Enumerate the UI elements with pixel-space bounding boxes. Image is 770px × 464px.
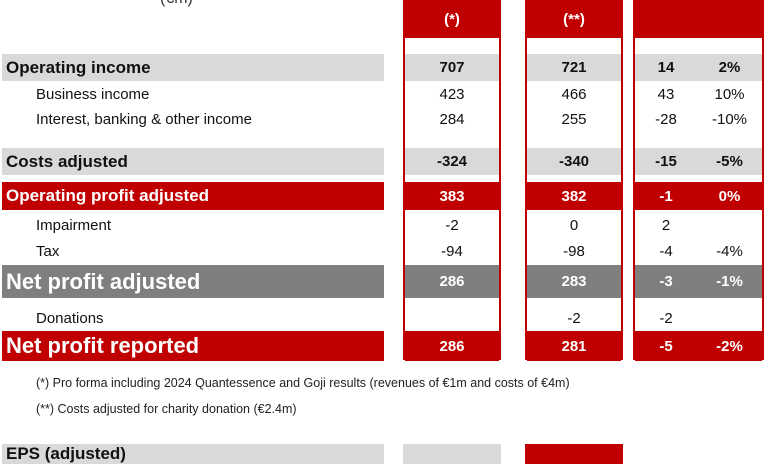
cell-d2: -1%	[716, 273, 743, 290]
col1-left-rule	[403, 38, 405, 360]
cell-c2: 283	[561, 273, 587, 290]
cell-c1: -324	[436, 153, 468, 170]
cell-c2: 0	[569, 216, 579, 234]
row-bg-cell	[405, 54, 499, 81]
cell-c1: 286	[439, 273, 465, 290]
cell-d2	[697, 306, 762, 330]
unit-label: (€m)	[160, 0, 240, 10]
cell-c2: 466	[561, 85, 587, 103]
row-bg-cell	[527, 182, 621, 210]
row-bg-cell	[635, 54, 762, 81]
cell-d2: -5%	[716, 153, 743, 170]
cell-d2: -2%	[716, 337, 743, 355]
cell-c2: 382	[561, 187, 587, 205]
row-label-donations: Donations	[36, 309, 104, 327]
col2-marker: (**)	[563, 11, 585, 28]
row-label-interest-income: Interest, banking & other income	[36, 110, 252, 128]
row-bg-cell	[403, 444, 501, 464]
cell-c2: -2	[567, 309, 581, 327]
row-label-operating-profit: Operating profit adjusted	[6, 186, 210, 205]
cell-c1: -2	[445, 216, 459, 234]
row-label-tax: Tax	[36, 242, 60, 260]
cell-d2: -4%	[716, 242, 743, 260]
delta-left-rule	[633, 38, 635, 360]
cell-d1: -3	[659, 273, 673, 290]
row-label-costs-adjusted: Costs adjusted	[6, 151, 128, 171]
row-bg-cell	[527, 148, 621, 175]
cell-d1: 2	[661, 216, 671, 234]
row-bg-cell	[527, 54, 621, 81]
col2-left-rule	[525, 38, 527, 360]
col1-marker: (*)	[444, 11, 460, 28]
row-label-business-income: Business income	[36, 85, 150, 103]
row-label-impairment: Impairment	[36, 216, 112, 234]
row-bg-cell	[527, 265, 621, 298]
cell-c2: -98	[563, 242, 585, 260]
row-bg-cell	[635, 182, 762, 210]
cell-c1: 423	[439, 85, 465, 103]
cell-d2: 0%	[718, 187, 741, 205]
row-bg-operating-income	[2, 54, 384, 81]
cell-c2: 281	[561, 337, 587, 355]
footnote-costs-adjusted: (**) Costs adjusted for charity donation…	[36, 402, 297, 416]
col2-right-rule	[621, 38, 623, 360]
footnote-pro-forma: (*) Pro forma including 2024 Quantessenc…	[36, 376, 570, 390]
row-bg-cell	[635, 148, 762, 175]
cell-d1: -5	[659, 337, 673, 355]
row-bg-cell	[525, 444, 623, 464]
cell-c1: -94	[441, 242, 463, 260]
cell-d1: 43	[657, 85, 675, 103]
cell-c1: 286	[439, 337, 465, 355]
cell-c2: -340	[558, 153, 590, 170]
row-label-operating-income: Operating income	[6, 57, 151, 77]
delta-right-rule	[762, 38, 764, 360]
cell-c1: 284	[439, 110, 465, 128]
cell-c1: 383	[439, 187, 465, 205]
col2-header: (**)	[525, 0, 623, 38]
cell-d1: -4	[659, 242, 673, 260]
cell-d2: 10%	[714, 85, 745, 103]
cell-c2: 721	[561, 59, 587, 76]
row-bg-net-profit-adjusted	[2, 265, 384, 298]
delta-header	[633, 0, 764, 38]
row-bg-cell	[635, 265, 762, 298]
row-label-net-profit-adjusted: Net profit adjusted	[6, 268, 201, 294]
cell-d1: 14	[657, 59, 675, 76]
row-bg-cell	[405, 265, 499, 298]
row-label-eps: EPS (adjusted)	[6, 444, 126, 463]
col1-header: (*)	[403, 0, 501, 38]
row-bg-costs-adjusted	[2, 148, 384, 175]
row-bg-net-profit-reported	[2, 331, 384, 361]
cell-c1	[405, 306, 499, 330]
row-bg-cell	[527, 331, 621, 361]
cell-d2: -10%	[711, 110, 748, 128]
row-bg-cell	[405, 148, 499, 175]
row-bg-operating-profit	[2, 182, 384, 210]
cell-d2	[697, 213, 762, 237]
row-bg-eps: EPS (adjusted)	[2, 444, 384, 464]
row-label-net-profit-reported: Net profit reported	[6, 333, 200, 358]
cell-d1: -1	[659, 187, 673, 205]
cell-c2: 255	[561, 110, 587, 128]
row-bg-cell	[635, 331, 762, 361]
cell-d1: -15	[655, 153, 677, 170]
col1-right-rule	[499, 38, 501, 360]
row-bg-cell	[405, 182, 499, 210]
cell-d1: -2	[659, 309, 673, 327]
cell-d2: 2%	[718, 59, 741, 76]
cell-c1: 707	[439, 59, 465, 76]
row-bg-cell	[405, 331, 499, 361]
cell-d1: -28	[655, 110, 677, 128]
